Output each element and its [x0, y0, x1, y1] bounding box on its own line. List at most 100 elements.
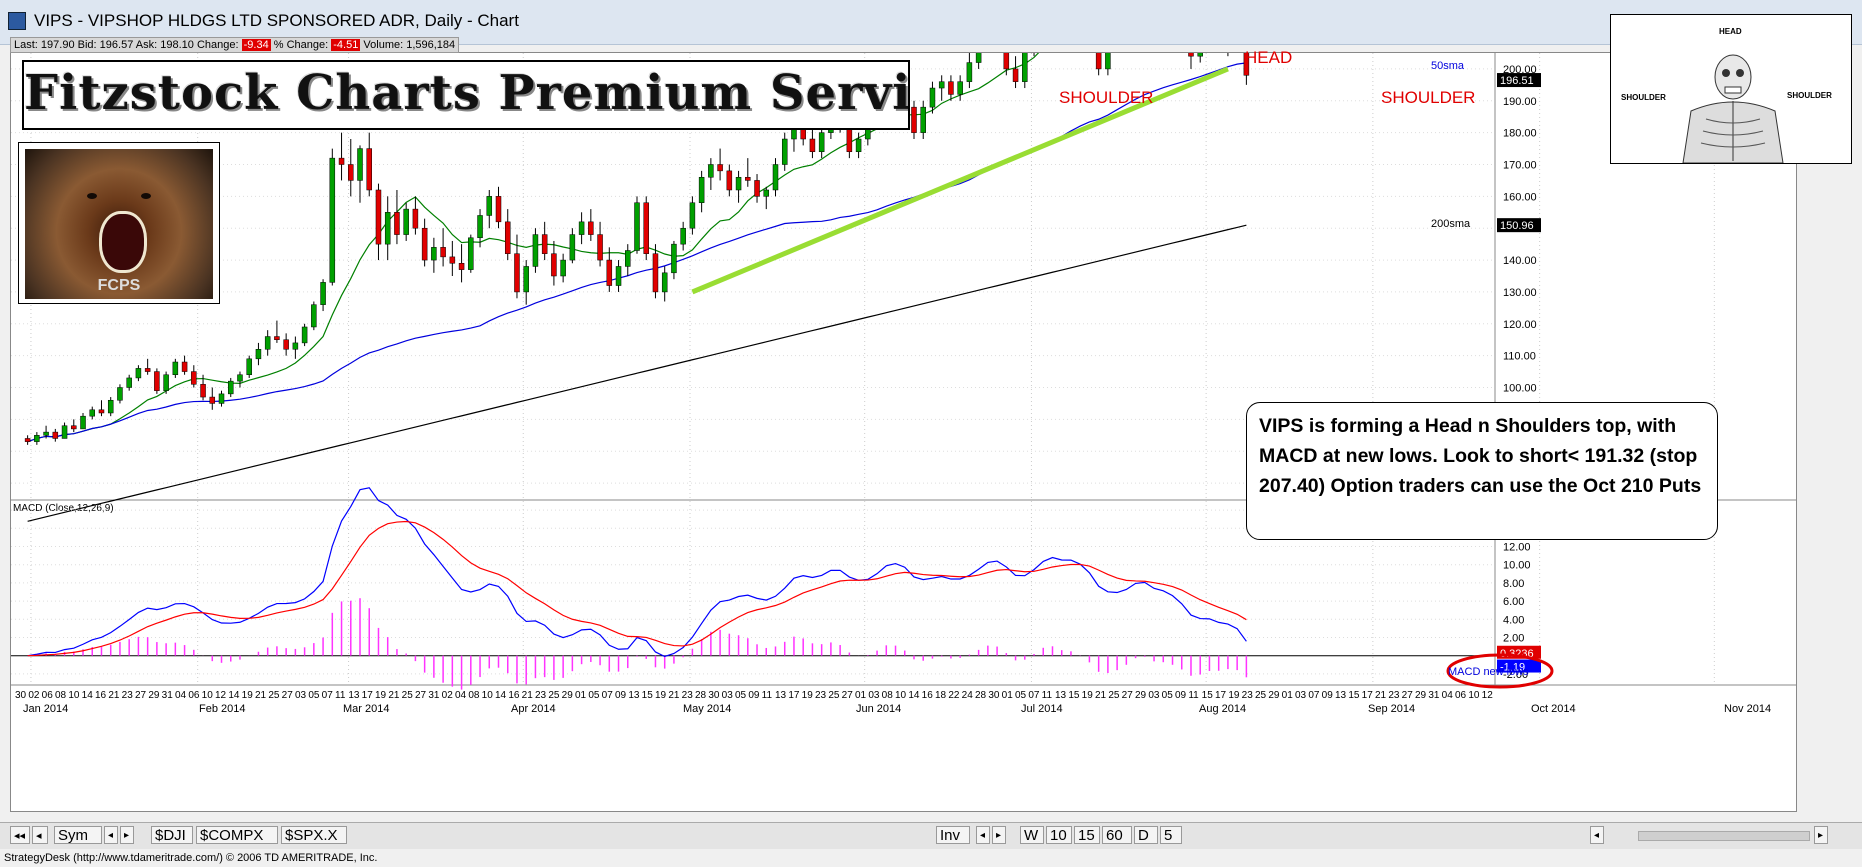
x-day-label: 13	[1055, 690, 1067, 701]
x-day-label: 10	[482, 690, 494, 701]
right-shoulder-label: SHOULDER	[1381, 88, 1476, 107]
x-day-label: 31	[1428, 690, 1440, 701]
x-day-label: 14	[82, 690, 94, 701]
macd-tick-label: 6.00	[1503, 596, 1524, 608]
x-day-label: 05	[735, 690, 747, 701]
x-day-label: 10	[202, 690, 214, 701]
x-day-label: 09	[1322, 690, 1334, 701]
neckline-trendline	[691, 66, 1229, 295]
last-value: 197.90	[40, 39, 75, 51]
x-day-label: 19	[242, 690, 254, 701]
tab-dji[interactable]: $DJI	[151, 826, 193, 844]
candle-body	[1243, 53, 1250, 76]
macd-callout-label: MACD new lows	[1448, 666, 1529, 678]
change-value: -9.34	[241, 39, 271, 51]
x-day-label: 04	[1442, 690, 1454, 701]
candle-body	[560, 259, 566, 277]
x-day-label: 31	[162, 690, 174, 701]
first-button[interactable]: ◂◂	[10, 826, 30, 844]
sym-prev-button[interactable]: ◂	[104, 826, 118, 844]
x-day-label: 04	[455, 690, 467, 701]
candle-body	[246, 358, 252, 376]
candle-body	[938, 81, 945, 89]
scroll-left-icon[interactable]: ◂	[1590, 826, 1604, 844]
x-day-label: 06	[188, 690, 200, 701]
x-day-label: 11	[762, 690, 773, 701]
x-day-label: 21	[1095, 690, 1107, 701]
candle-body	[920, 106, 926, 133]
period-w[interactable]: W	[1020, 826, 1044, 844]
macd-tick-label: 2.00	[1503, 633, 1524, 645]
x-day-label: 27	[1122, 690, 1134, 701]
x-day-label: 10	[895, 690, 907, 701]
sym-next-button[interactable]: ▸	[120, 826, 134, 844]
x-day-label: 21	[1375, 690, 1387, 701]
x-day-label: 06	[1455, 690, 1467, 701]
prev-button[interactable]: ◂	[32, 826, 48, 844]
period-5[interactable]: 5	[1160, 826, 1182, 844]
tab-compx[interactable]: $COMPX	[196, 826, 278, 844]
candle-body	[726, 170, 733, 191]
candle-body	[403, 208, 409, 235]
candle-body	[957, 81, 963, 95]
x-day-label: 05	[588, 690, 600, 701]
x-day-label: 14	[228, 690, 240, 701]
app-icon	[8, 12, 26, 30]
x-day-label: 01	[1282, 690, 1294, 701]
candle-body	[218, 393, 225, 404]
x-day-label: 08	[55, 690, 67, 701]
x-day-label: 19	[1228, 690, 1240, 701]
x-day-label: 14	[495, 690, 507, 701]
hs-right-shoulder-label: SHOULDER	[1787, 91, 1832, 100]
period-next-button[interactable]: ▸	[992, 826, 1006, 844]
x-day-label: 30	[15, 690, 27, 701]
bear-image: FCPS	[25, 149, 213, 299]
candle-body	[255, 349, 262, 360]
x-day-label: 13	[775, 690, 787, 701]
bear-mouth	[99, 211, 147, 273]
x-day-label: 07	[1028, 690, 1040, 701]
bear-logo: FCPS	[18, 142, 220, 304]
period-10[interactable]: 10	[1046, 826, 1072, 844]
period-d[interactable]: D	[1134, 826, 1158, 844]
x-day-label: 21	[668, 690, 680, 701]
x-day-label: 05	[308, 690, 320, 701]
candle-body	[504, 221, 511, 254]
x-day-label: 21	[255, 690, 267, 701]
x-day-label: 03	[1295, 690, 1307, 701]
period-60[interactable]: 60	[1102, 826, 1132, 844]
price-tick-label: 190.00	[1503, 96, 1537, 108]
candle-body	[320, 282, 326, 305]
candle-body	[52, 431, 59, 439]
candle-body	[588, 221, 594, 235]
change-label: Change:	[196, 39, 239, 51]
x-month-label: Sep 2014	[1368, 703, 1415, 715]
x-day-label: 29	[1415, 690, 1427, 701]
candle-body	[1105, 53, 1111, 70]
inv-button[interactable]: Inv	[936, 826, 970, 844]
x-day-label: 17	[1362, 690, 1374, 701]
x-day-label: 28	[975, 690, 987, 701]
candle-body	[274, 336, 280, 340]
x-day-label: 01	[855, 690, 867, 701]
period-prev-button[interactable]: ◂	[976, 826, 990, 844]
x-day-label: 08	[468, 690, 480, 701]
macd-tick-label: 10.00	[1503, 560, 1531, 572]
scroll-right-icon[interactable]: ▸	[1814, 826, 1828, 844]
candle-body	[597, 234, 603, 261]
candle-body	[98, 409, 105, 414]
sym-button[interactable]: Sym	[54, 826, 102, 844]
period-15[interactable]: 15	[1074, 826, 1100, 844]
chart-scrollbar[interactable]	[1638, 831, 1810, 841]
x-day-label: 31	[428, 690, 440, 701]
candle-body	[532, 234, 539, 267]
volume-label: Volume:	[363, 39, 404, 51]
x-day-label: 23	[682, 690, 694, 701]
macd-title: MACD (Close,12,26,9)	[13, 503, 114, 514]
x-day-label: 13	[348, 690, 360, 701]
candle-body	[975, 53, 982, 63]
candle-body	[634, 202, 640, 251]
x-day-label: 02	[442, 690, 454, 701]
tab-spx[interactable]: $SPX.X	[281, 826, 347, 844]
candle-body	[643, 202, 649, 254]
